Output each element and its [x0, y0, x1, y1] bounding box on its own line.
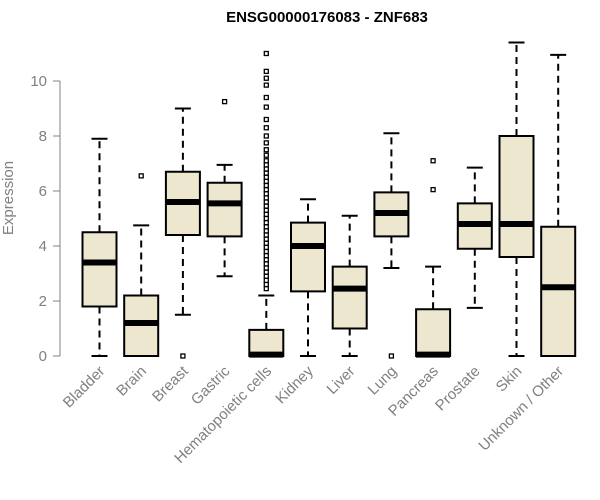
outlier-point [263, 236, 269, 242]
iqr-box [81, 231, 118, 308]
outlier-point [263, 232, 269, 238]
outlier-point [263, 269, 269, 275]
y-tick-label: 6 [39, 183, 47, 200]
outlier-point [263, 203, 269, 209]
outlier-point [138, 173, 144, 179]
outlier-point [263, 116, 269, 123]
outlier-point [263, 240, 269, 246]
x-tick-label: Brain [113, 363, 150, 400]
iqr-box [290, 221, 326, 293]
x-tick-label: Lung [365, 363, 401, 399]
iqr-box [415, 308, 452, 357]
outlier-point [263, 147, 269, 153]
outlier-point [263, 211, 269, 218]
iqr-box [331, 265, 368, 330]
x-tick-label: Liver [324, 363, 359, 398]
outlier-point [263, 261, 269, 267]
outlier-point [263, 277, 269, 284]
outlier-point [263, 244, 269, 251]
outlier-point [263, 273, 269, 279]
outlier-point [263, 158, 269, 164]
outlier-point [263, 94, 269, 101]
box-lung [373, 132, 410, 359]
box-unknown-other [540, 53, 577, 357]
outlier-point [263, 170, 269, 176]
outlier-point [263, 50, 269, 57]
chart-title: ENSG00000176083 - ZNF683 [226, 9, 428, 26]
outlier-point [430, 158, 436, 164]
outlier-point [263, 75, 269, 81]
box-gastric [206, 98, 243, 278]
box-brain [123, 173, 160, 357]
outlier-point [263, 104, 269, 110]
box-hematopoietic-cells [248, 50, 285, 358]
outlier-point [263, 174, 269, 180]
outlier-point [263, 133, 269, 139]
iqr-box [540, 225, 577, 357]
outlier-point [263, 219, 269, 226]
outlier-point [263, 162, 269, 168]
x-tick-label: Kidney [272, 362, 317, 407]
outlier-point [263, 252, 269, 259]
outlier-point [430, 186, 436, 193]
outlier-point [263, 152, 269, 158]
outlier-point [263, 68, 269, 75]
outlier-point [263, 166, 269, 172]
outlier-point [263, 215, 269, 222]
y-tick-label: 2 [39, 293, 47, 310]
outlier-point [263, 178, 269, 185]
iqr-box [206, 181, 243, 238]
box-bladder [81, 137, 118, 357]
box-liver [331, 214, 368, 357]
outlier-point [263, 140, 269, 146]
outlier-point [263, 248, 269, 255]
x-tick-label: Skin [493, 363, 526, 396]
outlier-point [263, 228, 269, 234]
outlier-point [263, 195, 269, 201]
iqr-box [498, 135, 535, 258]
box-skin [498, 41, 535, 357]
outlier-point [263, 265, 269, 271]
y-tick-label: 0 [39, 348, 47, 365]
box-prostate [456, 166, 493, 309]
outlier-point [263, 199, 269, 205]
outlier-point [263, 186, 269, 193]
outlier-point [263, 281, 269, 288]
outlier-point [263, 125, 269, 131]
outlier-point [263, 191, 269, 197]
y-tick-label: 8 [39, 128, 47, 145]
outlier-point [263, 207, 269, 213]
y-axis-ticks: 0 2 4 6 8 10 [30, 73, 60, 365]
outlier-point [263, 257, 269, 263]
x-tick-label: Bladder [60, 363, 109, 412]
outlier-point [263, 285, 269, 292]
outlier-point [388, 353, 395, 359]
outlier-point [263, 182, 269, 189]
box-kidney [290, 198, 326, 357]
box-breast [164, 107, 201, 359]
outlier-point [180, 353, 186, 359]
box-pancreas [415, 158, 452, 358]
y-tick-label: 10 [30, 73, 47, 90]
outlier-point [221, 98, 228, 105]
y-axis-title: Expression [0, 161, 17, 235]
y-tick-label: 4 [39, 238, 47, 255]
x-tick-label: Prostate [432, 363, 484, 415]
outlier-point [263, 224, 269, 230]
outlier-point [263, 82, 269, 88]
plot-area [81, 41, 577, 359]
x-tick-label: Breast [149, 362, 192, 405]
